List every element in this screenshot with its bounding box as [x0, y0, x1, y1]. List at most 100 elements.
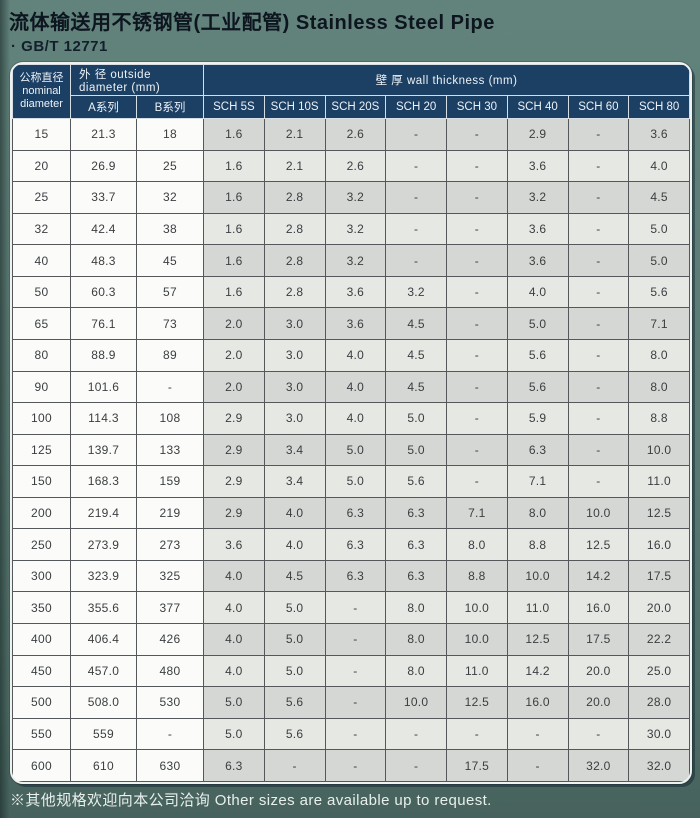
table-cell: 125 — [12, 433, 71, 467]
table-cell: 101.6 — [70, 370, 137, 404]
table-row: 40 48.3 45 1.6 2.8 3.2- -3.6-5.0 — [12, 244, 690, 277]
table-cell: - — [263, 749, 326, 782]
column-header-sch-80: SCH 80 — [628, 95, 690, 119]
table-cell: 4.5 — [385, 307, 447, 340]
table-cell: 457.0 — [70, 654, 137, 688]
column-header-sch-10s: SCH 10S — [263, 95, 326, 119]
header-row-2: A系列 B系列 SCH 5S SCH 10S SCH 20S SCH 20 SCH 30… — [13, 95, 690, 119]
column-header-nominal-diameter: 公称直径 nominal diameter — [12, 64, 71, 119]
table-cell: - — [567, 402, 630, 435]
table-cell: 5.0 — [628, 212, 690, 246]
table-cell: 3.0 — [263, 338, 326, 372]
table-cell: 2.8 — [263, 212, 326, 246]
table-cell: - — [446, 338, 508, 372]
table-header: 公称直径 nominal diameter 外 径 outside diamet… — [12, 64, 690, 119]
table-cell: 2.8 — [263, 181, 326, 214]
table-cell: 3.6 — [324, 275, 387, 309]
table-cell: - — [446, 275, 508, 309]
table-cell: 3.2 — [324, 244, 387, 277]
table-cell: 250 — [12, 528, 71, 561]
table-cell: 7.1 — [446, 496, 508, 530]
table-cell: 12.5 — [506, 623, 569, 656]
table-cell: 1.6 — [203, 181, 265, 214]
table-cell: 2.6 — [324, 149, 387, 183]
table-cell: - — [446, 307, 508, 340]
nominal-diameter-label-cn: 公称直径 — [19, 71, 64, 84]
table-cell: 5.0 — [263, 591, 326, 624]
table-cell: 3.2 — [385, 275, 447, 309]
table-cell: 40 — [12, 244, 71, 277]
table-cell: 4.0 — [324, 338, 387, 372]
table-cell: - — [385, 244, 447, 277]
table-cell: 508.0 — [70, 686, 137, 719]
table-cell: 5.0 — [385, 433, 447, 467]
table-cell: 323.9 — [70, 559, 137, 593]
table-cell: 1.6 — [203, 212, 265, 246]
table-cell: 4.5 — [385, 370, 447, 404]
table-cell: 5.0 — [385, 402, 447, 435]
table-cell: 4.5 — [385, 338, 447, 372]
table-cell: 3.0 — [263, 370, 326, 404]
table-cell: 20.0 — [567, 686, 630, 719]
table-cell: 45 — [136, 244, 204, 277]
table-cell: 8.0 — [446, 528, 508, 561]
table-cell: 20 — [12, 149, 71, 183]
table-cell: 4.0 — [203, 654, 265, 688]
table-cell: 2.9 — [203, 496, 265, 530]
table-cell: 26.9 — [70, 149, 137, 183]
table-row: 200 219.4 219 2.9 4.0 6.3 6.3 7.1 8.0 10.0 12.5 — [12, 496, 690, 530]
table-row: 65 76.1 73 2.0 3.0 3.6 4.5-5.0-7.1 — [12, 307, 690, 340]
table-cell: 32 — [12, 212, 71, 246]
table-cell: 17.5 — [567, 623, 630, 656]
table-row: 300 323.9 325 4.0 4.5 6.3 6.3 8.8 10.0 14.2 17.5 — [12, 559, 690, 593]
table-cell: - — [446, 717, 508, 751]
table-cell: 3.2 — [506, 181, 569, 214]
table-cell: 8.8 — [628, 402, 690, 435]
table-row: 50 60.3 57 1.6 2.8 3.6 3.2-4.0-5.6 — [12, 275, 690, 309]
table-cell: 450 — [12, 654, 71, 688]
table-row: 100 114.3 108 2.9 3.0 4.0 5.0-5.9-8.8 — [12, 402, 690, 435]
table-cell: 15 — [12, 118, 71, 151]
table-cell: 5.0 — [628, 244, 690, 277]
table-cell: 159 — [136, 465, 204, 498]
table-cell: 2.1 — [263, 118, 326, 151]
table-cell: 25.0 — [628, 654, 690, 688]
table-cell: 5.6 — [628, 275, 690, 309]
table-cell: 14.2 — [567, 559, 630, 593]
table-cell: 500 — [12, 686, 71, 719]
table-cell: 150 — [12, 465, 71, 498]
table-cell: 325 — [136, 559, 204, 593]
table-row: 250 273.9 273 3.6 4.0 6.3 6.3 8.0 8.8 12.5 16.0 — [12, 528, 690, 561]
table-cell: 32.0 — [567, 749, 630, 782]
table-cell: 11.0 — [446, 654, 508, 688]
table-cell: 100 — [12, 402, 71, 435]
table-cell: 38 — [136, 212, 204, 246]
table-cell: 22.2 — [628, 623, 690, 656]
table-cell: 4.0 — [203, 623, 265, 656]
table-cell: - — [446, 402, 508, 435]
table-cell: 273.9 — [70, 528, 137, 561]
table-cell: 80 — [12, 338, 71, 372]
table-cell: 610 — [70, 749, 137, 782]
table-cell: - — [446, 244, 508, 277]
table-cell: 89 — [136, 338, 204, 372]
table-cell: 11.0 — [506, 591, 569, 624]
table-cell: 12.5 — [628, 496, 690, 530]
table-cell: 10.0 — [567, 496, 630, 530]
table-cell: 4.0 — [324, 402, 387, 435]
table-cell: 6.3 — [324, 559, 387, 593]
table-cell: 8.0 — [385, 623, 447, 656]
table-cell: - — [324, 717, 387, 751]
table-cell: 2.9 — [203, 402, 265, 435]
table-cell: 4.0 — [506, 275, 569, 309]
column-header-sch-20: SCH 20 — [385, 95, 447, 119]
table-row: 125 139.7 133 2.9 3.4 5.0 5.0-6.3-10.0 — [12, 433, 690, 467]
table-cell: 16.0 — [506, 686, 569, 719]
table-cell: 3.0 — [263, 402, 326, 435]
table-cell: 1.6 — [203, 244, 265, 277]
table-cell: - — [567, 149, 630, 183]
table-cell: 16.0 — [628, 528, 690, 561]
column-header-sch-30: SCH 30 — [446, 95, 508, 119]
table-cell: 6.3 — [324, 528, 387, 561]
column-header-series-b: B系列 — [136, 95, 204, 119]
